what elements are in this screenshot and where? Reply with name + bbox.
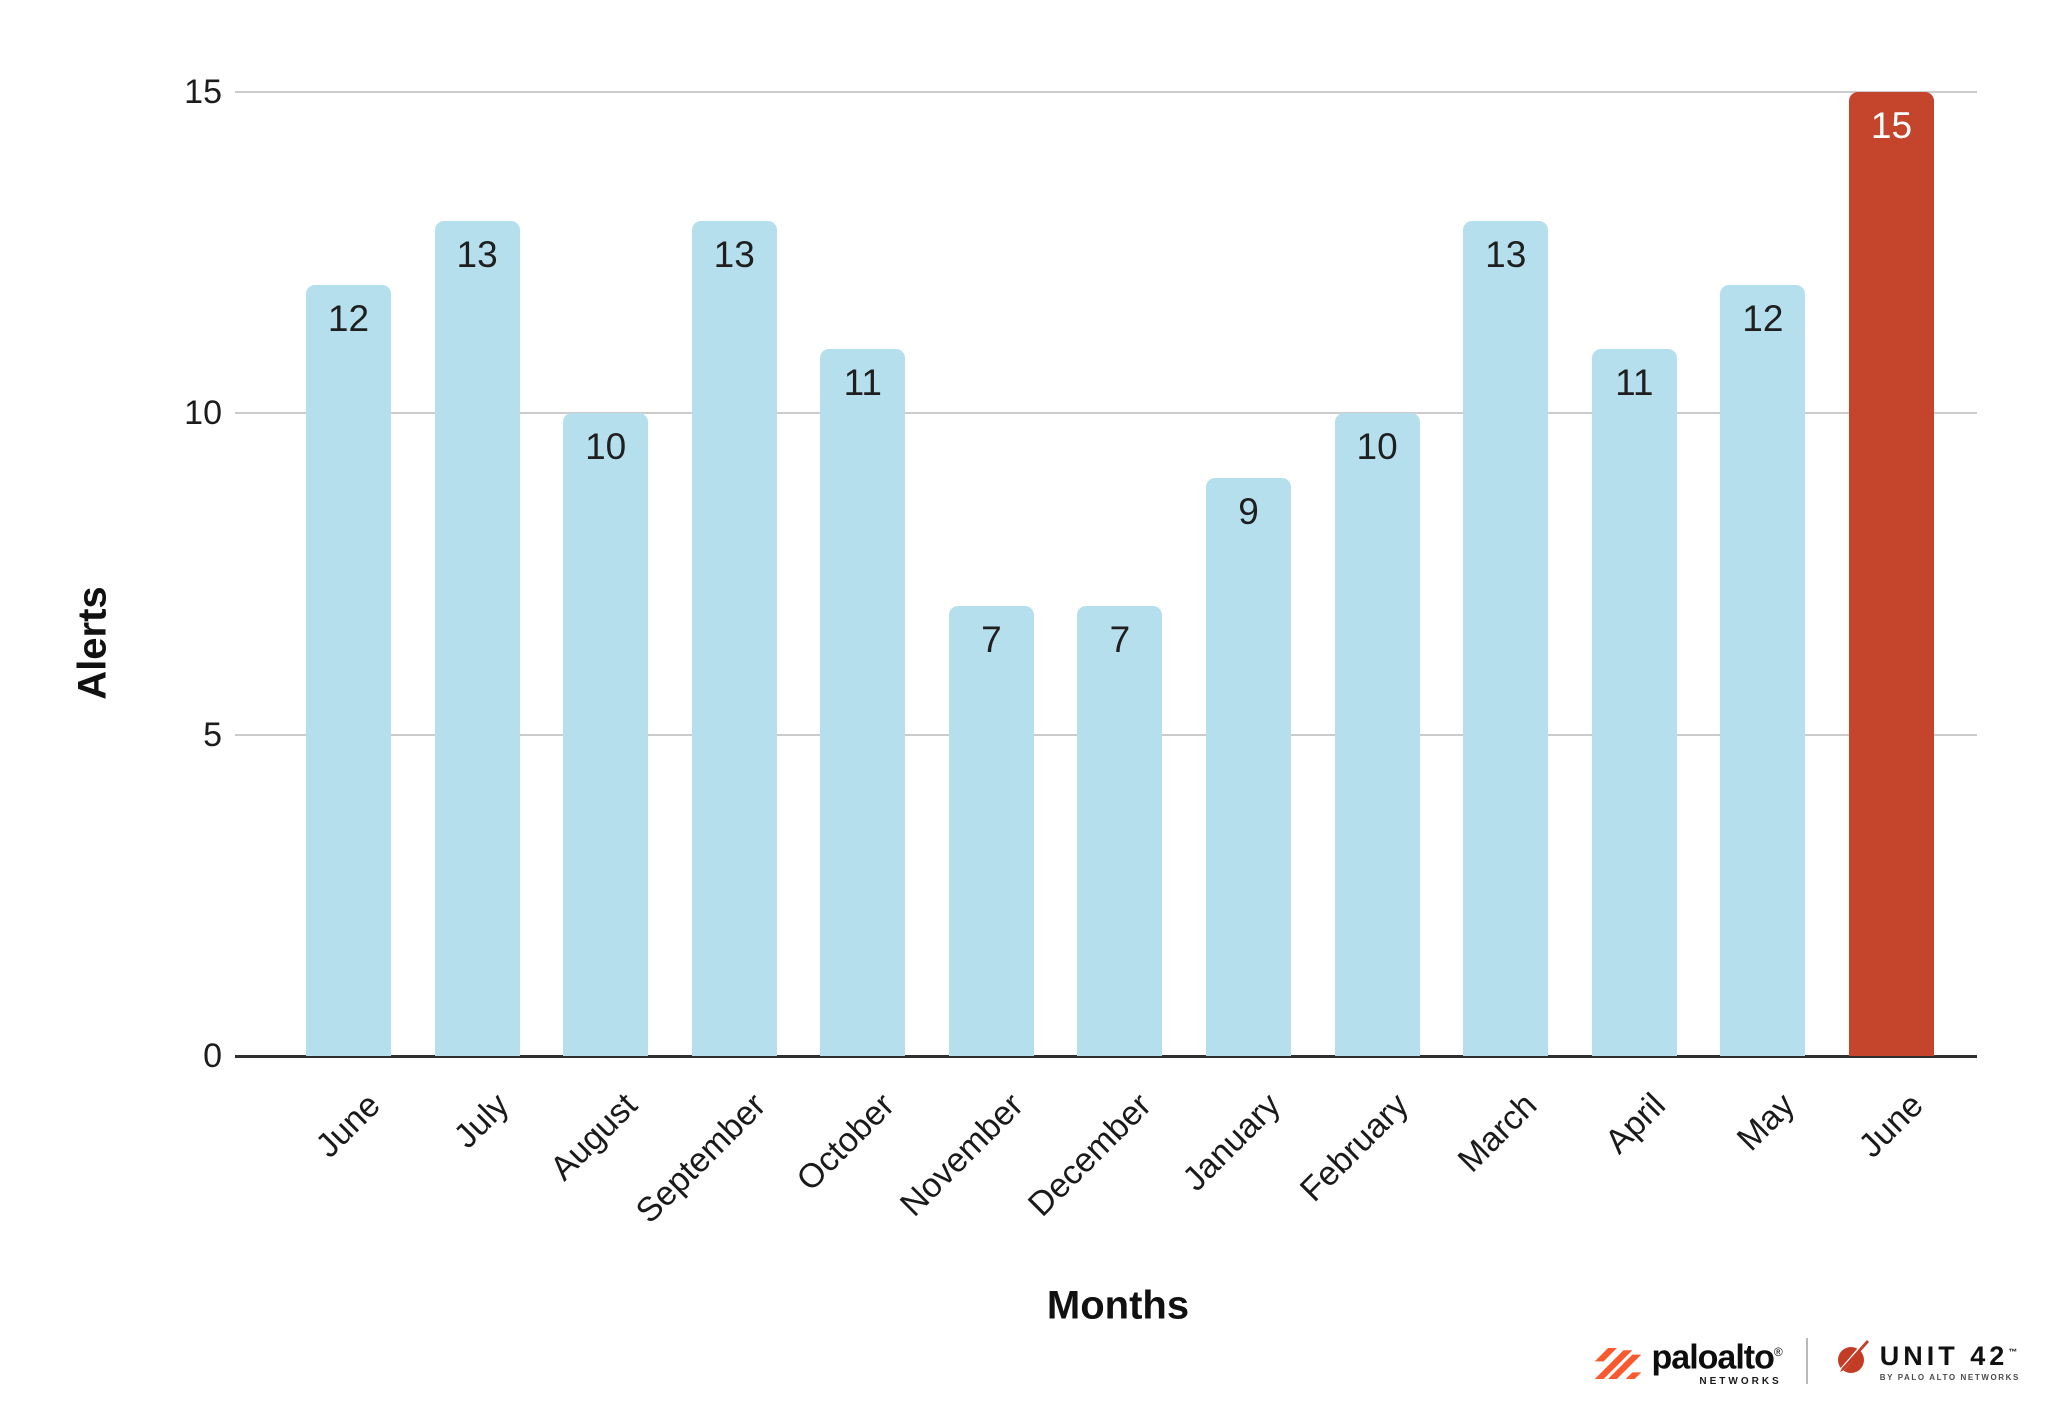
bar-value-label: 12 <box>1742 297 1784 339</box>
x-axis-line <box>235 1055 1977 1058</box>
gridline-15 <box>235 91 1977 93</box>
x-tick-label-october-4: October <box>789 1086 902 1199</box>
bar-value-label: 15 <box>1870 105 1913 146</box>
gridline-10 <box>235 412 1977 415</box>
x-tick-label-june-12: June <box>1851 1086 1931 1166</box>
bar-value-label: 13 <box>1485 233 1527 275</box>
unit42-compass-icon <box>1832 1338 1872 1383</box>
trademark-symbol: ™ <box>2008 1347 2018 1358</box>
x-tick-label-may-11: May <box>1729 1086 1802 1159</box>
logo-divider <box>1805 1337 1808 1384</box>
palo-alto-networks-icon <box>1593 1337 1643 1384</box>
y-tick-label-15: 15 <box>184 73 222 111</box>
palo-alto-wordmark: paloalto® <box>1651 1338 1783 1376</box>
bar-value-label: 13 <box>713 233 755 275</box>
y-tick-label-0: 0 <box>203 1037 222 1075</box>
bar-december-6: 7 <box>1077 606 1163 1056</box>
bar-april-10: 11 <box>1591 349 1677 1056</box>
x-tick-label-december-6: December <box>1021 1086 1159 1224</box>
palo-alto-networks-subtext: NETWORKS <box>1699 1376 1782 1387</box>
bar-july-1: 13 <box>434 220 520 1056</box>
y-tick-label-5: 5 <box>203 715 222 754</box>
x-tick-label-november-5: November <box>892 1086 1031 1224</box>
x-tick-label-march-9: March <box>1450 1086 1545 1180</box>
bar-june-12: 15 <box>1848 92 1934 1056</box>
bar-june-0: 12 <box>306 284 391 1056</box>
unit42-subtext: BY PALO ALTO NETWORKS <box>1879 1373 2020 1383</box>
unit42-logo: UNIT 42™ BY PALO ALTO NETWORKS <box>1832 1338 2020 1383</box>
bar-value-label: 9 <box>1238 490 1259 532</box>
bar-value-label: 12 <box>327 297 370 339</box>
x-tick-label-september-3: September <box>628 1086 774 1231</box>
x-axis-title: Months <box>1046 1283 1190 1328</box>
bar-november-5: 7 <box>948 606 1034 1056</box>
unit42-wordmark: UNIT 42™ <box>1879 1341 2018 1372</box>
bar-value-label: 13 <box>456 233 498 275</box>
bar-value-label: 10 <box>585 426 627 468</box>
x-tick-label-february-8: February <box>1292 1086 1417 1210</box>
bar-value-label: 7 <box>1109 619 1131 661</box>
footer-logos: paloalto® NETWORKS UNIT 42™ BY PALO ALTO… <box>1593 1335 2020 1387</box>
bar-october-4: 11 <box>820 349 906 1056</box>
bar-may-11: 12 <box>1720 284 1806 1056</box>
x-tick-label-june-0: June <box>308 1086 388 1166</box>
y-tick-label-10: 10 <box>184 394 222 433</box>
bar-value-label: 7 <box>981 619 1002 661</box>
bar-march-9: 13 <box>1463 220 1549 1056</box>
bar-august-2: 10 <box>563 413 649 1056</box>
x-tick-label-april-10: April <box>1598 1086 1674 1161</box>
bar-value-label: 11 <box>1615 362 1654 404</box>
bar-february-8: 10 <box>1334 413 1420 1056</box>
bar-value-label: 11 <box>843 362 883 404</box>
x-tick-label-august-2: August <box>542 1086 645 1188</box>
palo-alto-networks-logo: paloalto® NETWORKS <box>1593 1335 1783 1387</box>
registered-mark-symbol: ® <box>1773 1344 1783 1359</box>
x-tick-label-july-1: July <box>446 1086 516 1156</box>
bar-january-7: 9 <box>1206 477 1292 1056</box>
x-tick-label-january-7: January <box>1175 1086 1288 1199</box>
bar-value-label: 10 <box>1356 426 1398 468</box>
y-axis-title: Alerts <box>70 586 115 700</box>
bar-september-3: 13 <box>691 220 777 1056</box>
